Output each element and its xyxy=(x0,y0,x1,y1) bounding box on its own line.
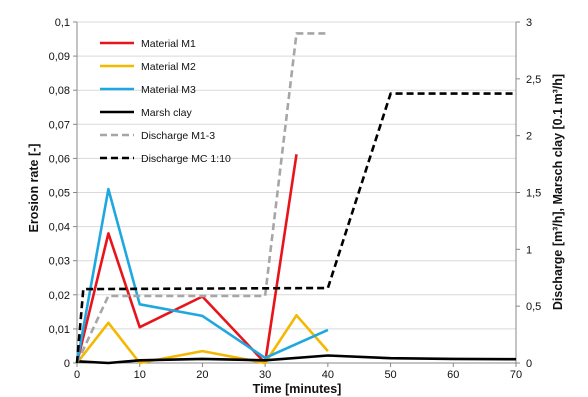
right-axis-title: Discharge [m³/h], Marsch clay [0.1 m³/h] xyxy=(551,74,565,310)
left-tick-label: 0,04 xyxy=(49,222,70,234)
right-tick-label: 2,5 xyxy=(526,74,541,86)
left-tick-label: 0,07 xyxy=(49,119,70,131)
series-line-1 xyxy=(75,154,298,365)
x-tick-label: 70 xyxy=(510,369,522,381)
left-tick-label: 0,02 xyxy=(49,290,70,302)
x-axis-title: Time [minutes] xyxy=(253,382,342,396)
legend-label: Marsh clay xyxy=(141,107,193,119)
legend-label: Discharge M1-3 xyxy=(141,130,215,142)
right-tick-label: 3 xyxy=(526,17,532,29)
left-tick-label: 0,03 xyxy=(49,256,70,268)
left-tick-label: 0 xyxy=(64,358,70,370)
right-tick-label: 1 xyxy=(526,244,532,256)
left-tick-label: 0,1 xyxy=(55,17,70,29)
legend-label: Material M2 xyxy=(141,61,196,73)
x-tick-label: 50 xyxy=(384,369,396,381)
axes xyxy=(73,21,520,367)
right-tick-label: 0,5 xyxy=(526,301,541,313)
left-tick-label: 0,06 xyxy=(49,153,70,165)
tick-labels: 0 0,01 0,02 0,03 0,04 0,05 0,06 0,07 0,08 0,09 0,1… xyxy=(49,17,542,381)
x-tick-label: 10 xyxy=(134,369,146,381)
series-line-2 xyxy=(75,313,329,365)
left-axis-title: Erosion rate [-] xyxy=(27,144,41,233)
series-line-4 xyxy=(76,354,517,365)
legend-label: Material M1 xyxy=(141,38,196,50)
x-tick-label: 30 xyxy=(259,369,271,381)
left-tick-label: 0,05 xyxy=(49,188,70,200)
legend: Material M1 Material M2 Material M3 Marsh c… xyxy=(100,38,231,165)
left-tick-label: 0,09 xyxy=(49,51,70,63)
series-line-5 xyxy=(75,32,328,364)
right-tick-label: 2 xyxy=(526,131,532,143)
series-line-3 xyxy=(75,187,329,364)
x-tick-label: 0 xyxy=(74,369,80,381)
left-tick-label: 0,01 xyxy=(49,324,70,336)
right-tick-label: 0 xyxy=(526,358,532,370)
series-layer xyxy=(75,32,517,365)
legend-label: Discharge MC 1:10 xyxy=(141,153,231,165)
right-tick-label: 1,5 xyxy=(526,188,541,200)
legend-label: Material M3 xyxy=(141,84,196,96)
x-tick-label: 20 xyxy=(196,369,208,381)
x-tick-label: 40 xyxy=(322,369,334,381)
series-line-6 xyxy=(75,92,516,364)
left-tick-label: 0,08 xyxy=(49,85,70,97)
x-tick-label: 60 xyxy=(447,369,459,381)
